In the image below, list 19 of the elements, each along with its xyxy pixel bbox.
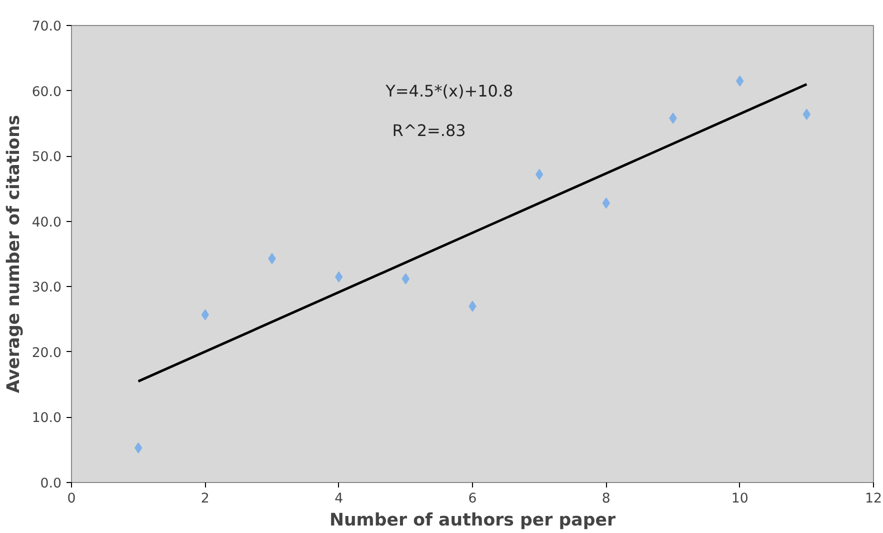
x-tick-label: 4 <box>334 492 344 506</box>
y-tick-label: 60.0 <box>32 84 62 100</box>
annotation: R^2=.83 <box>392 120 466 140</box>
y-tick-label: 30.0 <box>32 280 62 296</box>
x-axis-title: Number of authors per paper <box>329 510 616 530</box>
y-tick-label: 70.0 <box>32 20 62 34</box>
y-tick-label: 0.0 <box>40 476 62 492</box>
x-tick-label: 12 <box>865 492 882 506</box>
x-tick-label: 2 <box>200 492 210 506</box>
y-tick-label: 10.0 <box>32 411 62 426</box>
y-tick-label: 40.0 <box>32 215 62 230</box>
y-tick-label: 20.0 <box>32 346 62 361</box>
annotation: Y=4.5*(x)+10.8 <box>384 82 514 101</box>
x-tick-label: 6 <box>468 492 477 506</box>
x-tick-label: 10 <box>731 492 748 506</box>
x-tick-label: 8 <box>602 492 610 506</box>
x-tick-label: 0 <box>67 492 76 506</box>
y-tick-label: 50.0 <box>32 150 62 166</box>
y-axis-title: Average number of citations <box>4 114 24 394</box>
